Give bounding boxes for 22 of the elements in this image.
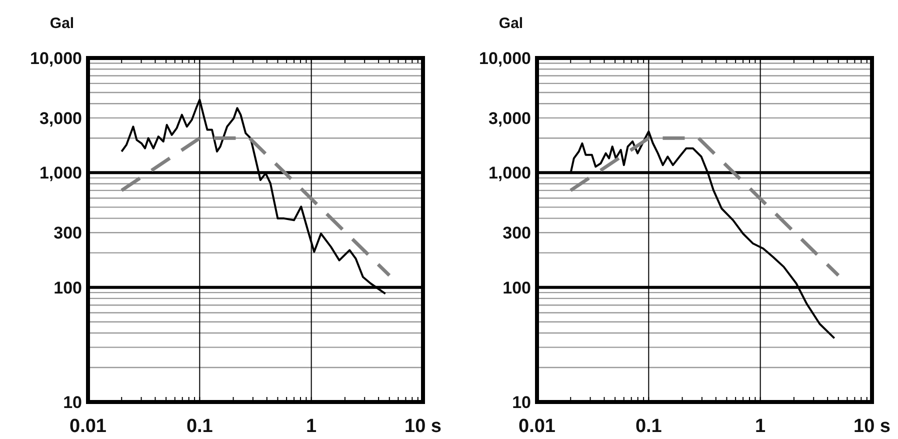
x-tick-label: 10 s (854, 416, 890, 437)
y-tick-label: 3,000 (39, 108, 82, 128)
x-tick-label: 1 (306, 416, 318, 437)
x-tick-label: 0.1 (635, 416, 662, 437)
y-tick-label: 10 (63, 393, 82, 412)
y-axis-title: Gal (498, 15, 524, 32)
y-tick-label: 1,000 (39, 164, 82, 183)
x-tick-label: 0.01 (70, 416, 107, 437)
y-tick-label: 10,000 (479, 49, 531, 68)
y-tick-label: 3,000 (488, 108, 531, 128)
y-tick-label: 300 (54, 224, 82, 243)
y-tick-label: 300 (502, 224, 531, 243)
x-tick-label: 10 s (404, 416, 442, 437)
y-tick-label: 100 (54, 278, 82, 298)
y-tick-label: 10 (512, 393, 531, 412)
y-tick-label: 10,000 (30, 49, 82, 68)
x-tick-label: 1 (755, 416, 766, 437)
y-axis-title: Gal (50, 15, 74, 32)
x-tick-label: 0.01 (518, 416, 556, 437)
x-tick-label: 0.1 (186, 416, 214, 437)
y-tick-label: 100 (502, 278, 531, 298)
y-tick-label: 1,000 (488, 164, 531, 183)
